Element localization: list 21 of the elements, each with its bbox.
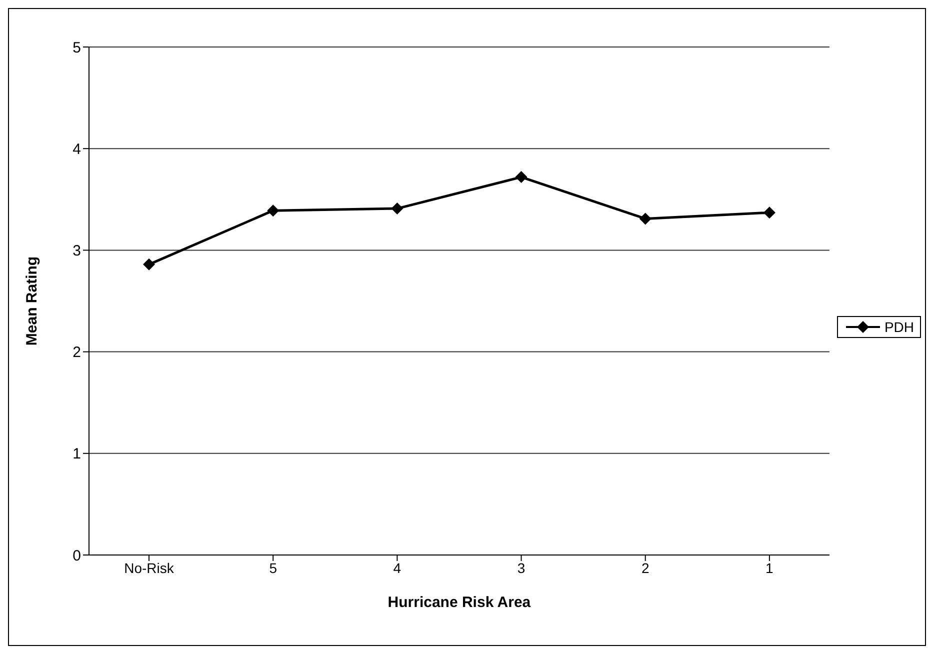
y-tick-label: 3 bbox=[72, 242, 81, 260]
x-tick-label: 2 bbox=[641, 560, 650, 576]
point bbox=[515, 171, 528, 184]
point bbox=[267, 204, 280, 217]
x-tick-label: 4 bbox=[393, 560, 402, 576]
x-tick-label: 1 bbox=[766, 560, 774, 576]
y-tick-label: 2 bbox=[72, 344, 81, 362]
point bbox=[763, 206, 776, 219]
point bbox=[639, 212, 652, 225]
x-tick-label: No-Risk bbox=[124, 560, 175, 576]
x-tick-label: 3 bbox=[517, 560, 526, 576]
legend-label: PDH bbox=[884, 319, 914, 335]
y-axis-title: Mean Rating bbox=[23, 256, 40, 346]
x-tick-label: 5 bbox=[269, 560, 278, 576]
y-tick-label: 5 bbox=[72, 39, 81, 56]
point bbox=[143, 258, 155, 270]
x-axis-title: Hurricane Risk Area bbox=[388, 594, 532, 611]
point bbox=[391, 202, 404, 215]
y-tick-label: 0 bbox=[72, 547, 81, 564]
y-tick-label: 4 bbox=[72, 140, 81, 158]
y-tick-label: 1 bbox=[72, 446, 81, 463]
